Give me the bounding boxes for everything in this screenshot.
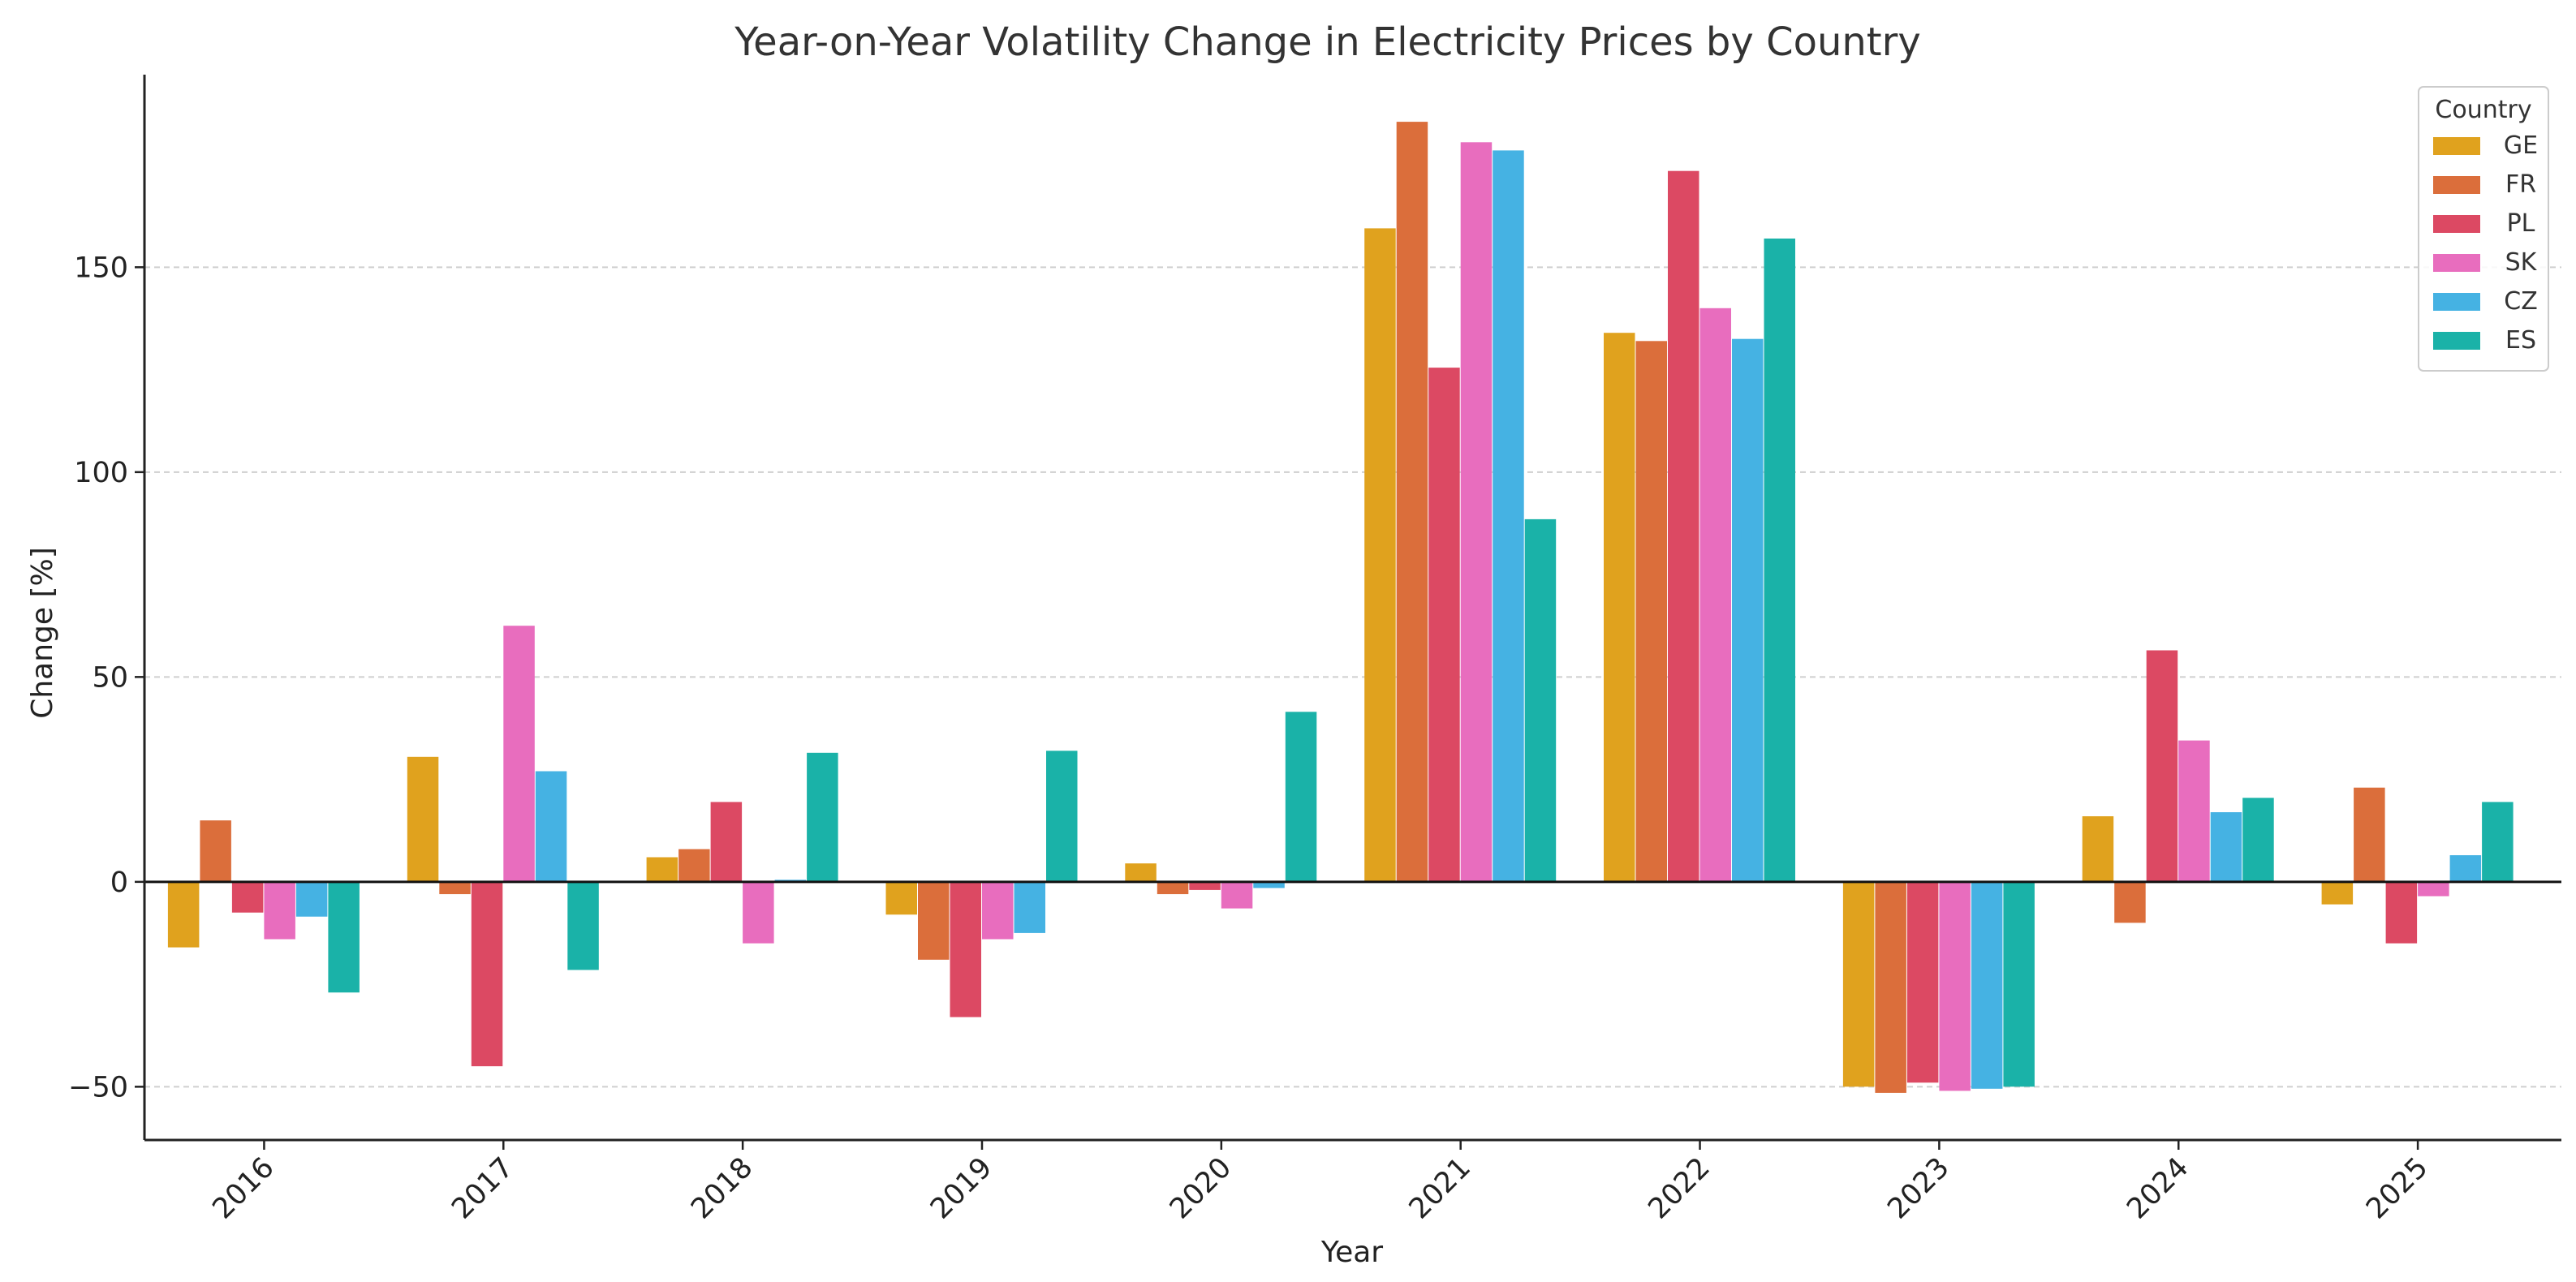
bar-sk-2018	[743, 881, 774, 944]
bar-sk-2017	[503, 626, 535, 882]
bar-cz-2016	[295, 881, 328, 917]
chart-title: Year-on-Year Volatility Change in Electr…	[734, 19, 1921, 65]
bar-sk-2020	[1221, 881, 1253, 909]
bar-cz-2023	[1971, 881, 2003, 1089]
bar-ge-2023	[1842, 881, 1875, 1087]
bar-pl-2020	[1189, 881, 1221, 890]
bar-ge-2024	[2082, 816, 2114, 882]
x-tick-label: 2023	[1881, 1151, 1955, 1225]
bar-es-2017	[567, 881, 599, 970]
legend-swatch-sk	[2433, 254, 2480, 272]
bar-cz-2022	[1732, 338, 1764, 882]
bar-cz-2020	[1253, 881, 1285, 888]
legend-swatch-fr	[2433, 176, 2480, 194]
bar-es-2021	[1524, 518, 1557, 882]
legend-label-ge: GE	[2504, 131, 2538, 160]
bar-fr-2019	[918, 881, 950, 960]
bar-fr-2022	[1635, 341, 1667, 882]
bar-sk-2022	[1699, 308, 1731, 882]
bar-fr-2017	[439, 881, 471, 894]
bar-fr-2020	[1157, 881, 1189, 894]
legend-swatch-ge	[2433, 137, 2480, 155]
legend-label-fr: FR	[2505, 170, 2536, 199]
grid-layer	[144, 266, 2561, 1088]
bar-es-2019	[1046, 751, 1078, 882]
x-tick-label: 2019	[924, 1151, 998, 1225]
bar-fr-2024	[2114, 881, 2146, 923]
x-tick-label: 2016	[207, 1151, 281, 1225]
y-tick-label: 0	[110, 867, 128, 899]
x-tick-label: 2018	[685, 1151, 759, 1225]
x-tick-label: 2021	[1403, 1151, 1477, 1225]
bar-ge-2025	[2321, 881, 2354, 905]
y-tick-label: 50	[92, 661, 128, 694]
bar-es-2022	[1764, 239, 1795, 882]
bar-sk-2023	[1939, 881, 1971, 1091]
legend-label-es: ES	[2505, 326, 2536, 355]
bars-layer	[167, 122, 2514, 1093]
y-axis-label: Change [%]	[26, 547, 59, 719]
y-tick-label: −50	[68, 1071, 128, 1103]
x-tick-label: 2022	[1643, 1151, 1717, 1225]
bar-fr-2018	[678, 849, 710, 882]
bar-pl-2021	[1428, 368, 1460, 882]
y-tick-label: 150	[74, 252, 128, 284]
bar-sk-2016	[264, 881, 295, 940]
bar-pl-2025	[2385, 881, 2418, 944]
legend-label-cz: CZ	[2504, 287, 2538, 316]
legend-swatch-cz	[2433, 293, 2480, 311]
bar-sk-2024	[2178, 740, 2210, 882]
x-tick-label: 2020	[1164, 1151, 1238, 1225]
legend-label-pl: PL	[2507, 209, 2535, 238]
bar-cz-2021	[1493, 150, 1524, 882]
bar-fr-2016	[200, 820, 231, 882]
bar-pl-2023	[1906, 881, 1939, 1083]
legend-title: Country	[2435, 96, 2531, 124]
x-axis-label: Year	[1320, 1236, 1383, 1269]
bar-cz-2019	[1014, 881, 1045, 933]
bar-ge-2020	[1125, 863, 1157, 882]
bar-ge-2021	[1364, 228, 1396, 882]
bar-es-2020	[1285, 712, 1317, 882]
legend-swatch-es	[2433, 332, 2480, 350]
bar-pl-2024	[2146, 650, 2178, 882]
bar-cz-2024	[2210, 812, 2242, 882]
bar-sk-2019	[982, 881, 1014, 940]
bar-es-2018	[807, 752, 838, 882]
x-tick-label: 2025	[2360, 1151, 2434, 1225]
bar-cz-2025	[2449, 855, 2482, 882]
bar-pl-2022	[1668, 170, 1699, 882]
bar-ge-2016	[167, 881, 200, 948]
bar-ge-2019	[885, 881, 917, 915]
y-tick-label: 100	[74, 457, 128, 489]
bar-pl-2018	[710, 802, 743, 882]
bar-es-2023	[2003, 881, 2035, 1087]
bar-fr-2023	[1875, 881, 1906, 1093]
bar-pl-2017	[471, 881, 503, 1067]
bar-ge-2022	[1604, 333, 1635, 882]
bar-es-2025	[2482, 802, 2514, 882]
bar-fr-2021	[1396, 122, 1428, 882]
bar-es-2024	[2242, 798, 2274, 882]
legend-swatch-pl	[2433, 215, 2480, 233]
bar-sk-2021	[1460, 142, 1493, 882]
bar-ge-2018	[646, 857, 678, 882]
bar-fr-2025	[2354, 787, 2385, 882]
bar-pl-2019	[950, 881, 981, 1017]
bar-pl-2016	[231, 881, 264, 913]
legend: Country GE FR PL SK CZ ES	[2418, 86, 2549, 372]
x-tick-label: 2024	[2121, 1151, 2195, 1225]
bar-es-2016	[328, 881, 360, 993]
legend-label-sk: SK	[2505, 248, 2538, 277]
bar-sk-2025	[2418, 881, 2449, 897]
axes-layer: −50 0 50 100 150 2016 2017 2018 2019 2020 2021 2022…	[68, 75, 2561, 1225]
bar-ge-2017	[407, 756, 439, 882]
x-tick-label: 2017	[446, 1151, 519, 1225]
bar-cz-2017	[535, 771, 567, 882]
